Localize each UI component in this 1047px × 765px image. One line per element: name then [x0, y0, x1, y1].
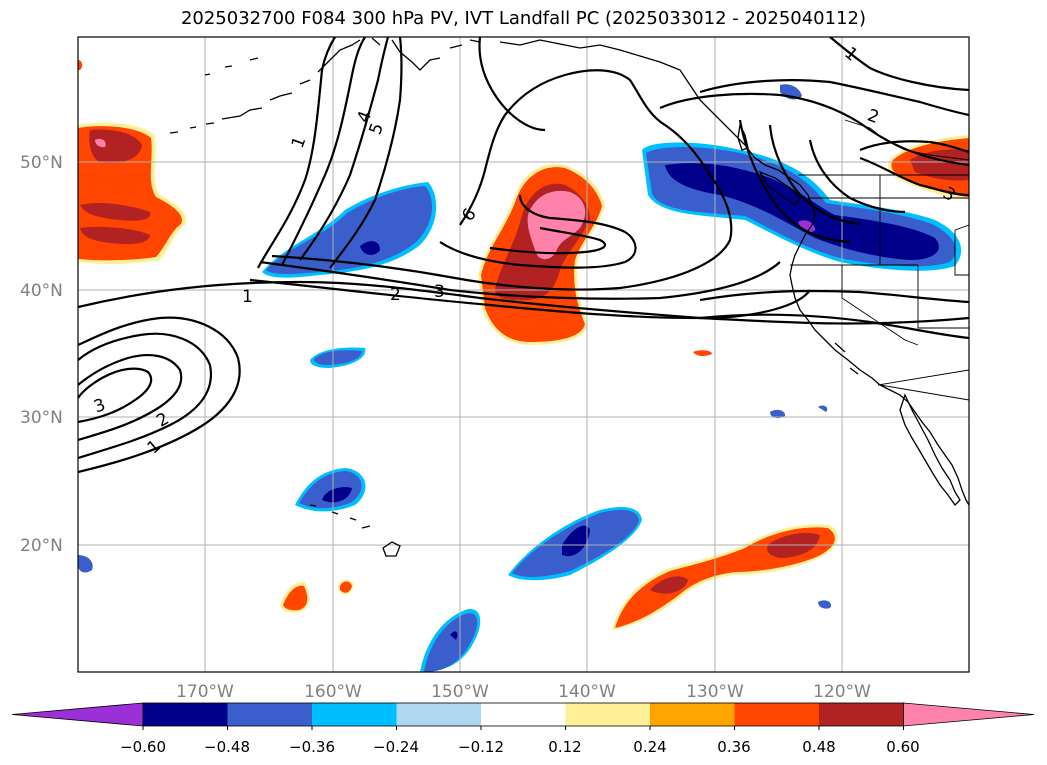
colorbar-tick-label: 0.12 — [548, 738, 581, 756]
colorbar-tick-label: −0.24 — [373, 738, 419, 756]
colorbar — [11, 702, 1035, 730]
colorbar-extend-low — [11, 702, 144, 727]
colorbar-tick-label: 0.36 — [717, 738, 750, 756]
colorbar-tick-label: −0.48 — [204, 738, 250, 756]
colorbar-frame — [142, 702, 904, 727]
positive-pc-shading — [78, 60, 969, 630]
colorbar-segment — [396, 703, 482, 726]
contour-label: 1 — [242, 287, 253, 307]
colorbar-extend-high — [903, 702, 1035, 727]
lat-label: 50°N — [20, 153, 63, 173]
longitude-labels: 170°W 160°W 150°W 140°W 130°W 120°W — [176, 682, 871, 702]
colorbar-segment — [650, 703, 735, 726]
lon-label: 130°W — [686, 682, 744, 702]
colorbar-tick-label: −0.12 — [458, 738, 504, 756]
lon-label: 160°W — [304, 682, 362, 702]
colorbar-segment — [819, 703, 904, 726]
colorbar-segment — [565, 703, 651, 726]
colorbar-tick-label: −0.60 — [120, 738, 166, 756]
map-title: 2025032700 F084 300 hPa PV, IVT Landfall… — [180, 8, 867, 29]
colorbar-segment — [312, 703, 397, 726]
colorbar-segment — [481, 703, 566, 726]
lon-label: 120°W — [813, 682, 871, 702]
lon-label: 170°W — [176, 682, 234, 702]
colorbar-segment — [734, 703, 820, 726]
colorbar-segment — [143, 703, 228, 726]
colorbar-tick-label: −0.36 — [289, 738, 335, 756]
lat-label: 30°N — [20, 408, 63, 428]
lon-label: 150°W — [431, 682, 489, 702]
latitude-labels: 50°N 40°N 30°N 20°N — [20, 153, 63, 556]
contour-label: 3 — [434, 282, 445, 302]
lon-label: 140°W — [558, 682, 616, 702]
contour-label: 2 — [390, 285, 401, 305]
colorbar-tick-label: 0.60 — [886, 738, 919, 756]
colorbar-tick-label: 0.24 — [633, 738, 666, 756]
colorbar-segment — [227, 703, 313, 726]
pv-contours — [78, 37, 969, 474]
colorbar-tick-labels: −0.60 −0.48 −0.36 −0.24 −0.12 0.12 0.24 … — [120, 738, 920, 756]
lat-label: 40°N — [20, 281, 63, 301]
colorbar-tick-label: 0.48 — [802, 738, 835, 756]
negative-pc-shading — [78, 84, 962, 672]
lat-label: 20°N — [20, 536, 63, 556]
map-frame — [77, 36, 970, 673]
